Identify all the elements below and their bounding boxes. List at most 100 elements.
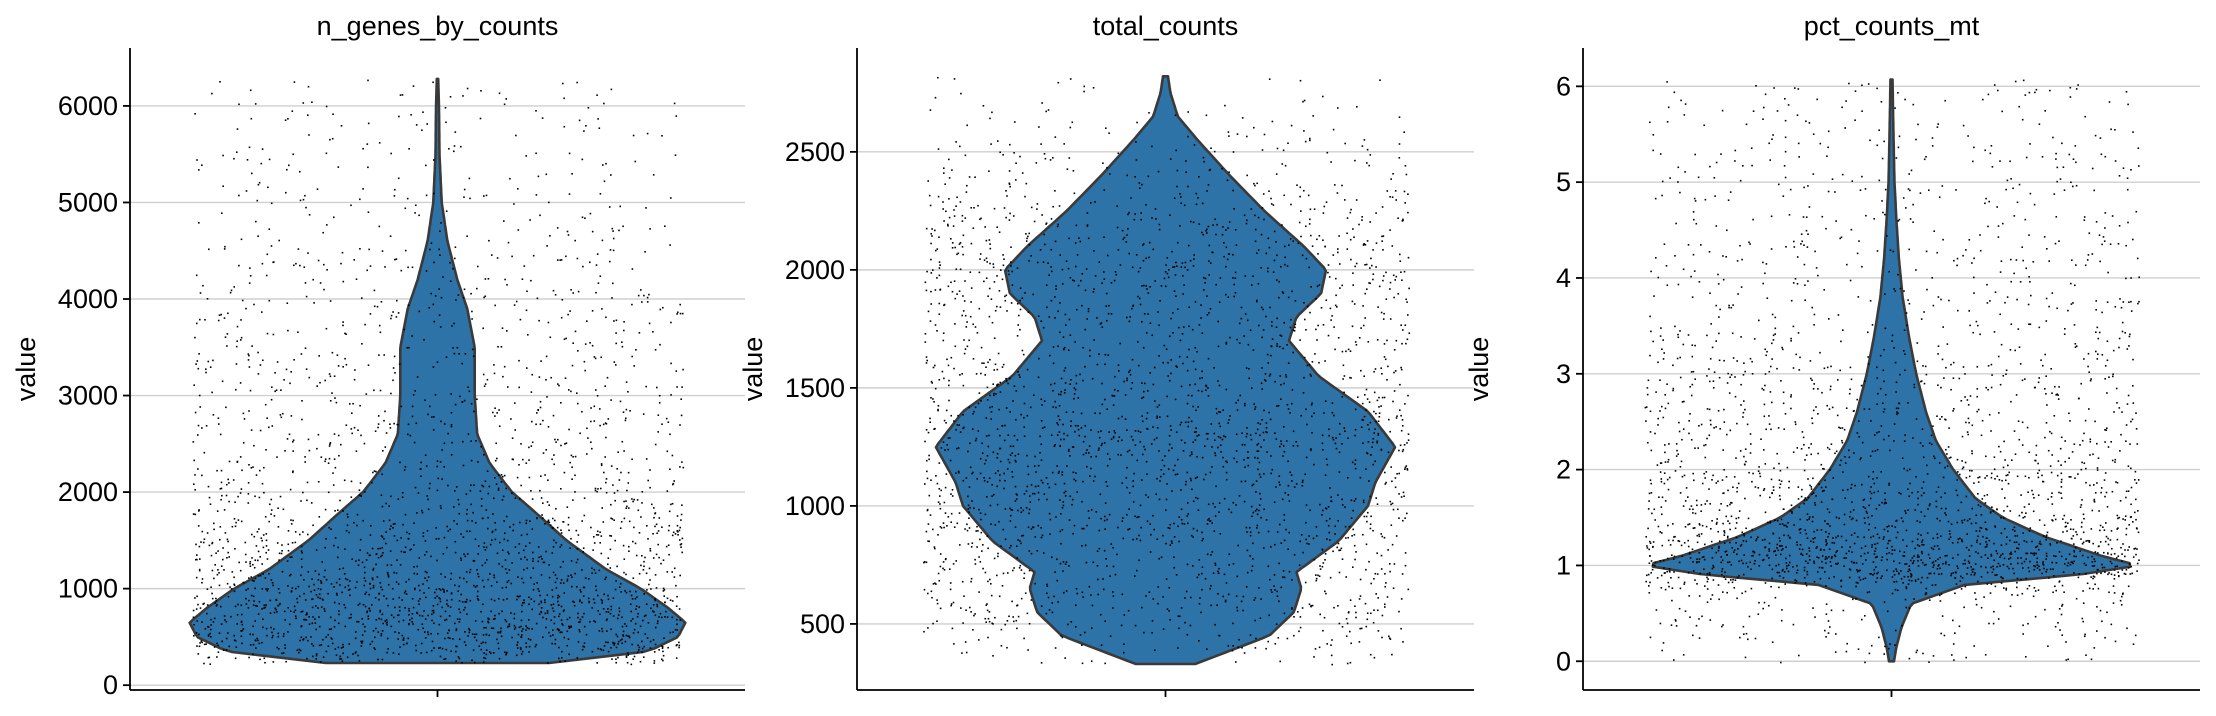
- data-point: [1291, 402, 1293, 405]
- data-point: [494, 415, 496, 417]
- data-point: [1271, 468, 1274, 471]
- data-point: [1162, 473, 1165, 475]
- data-point: [210, 586, 212, 588]
- data-point: [538, 613, 541, 615]
- data-point: [1332, 438, 1335, 441]
- data-point: [571, 364, 574, 367]
- panel-title: n_genes_by_counts: [317, 11, 559, 41]
- data-point: [927, 180, 929, 182]
- data-point: [931, 596, 933, 599]
- data-point: [507, 626, 509, 628]
- data-point: [1075, 588, 1078, 590]
- data-point: [955, 141, 957, 143]
- data-point: [1201, 531, 1203, 534]
- data-point: [1192, 405, 1194, 408]
- data-point: [1289, 238, 1292, 240]
- data-point: [1204, 473, 1207, 476]
- data-point: [1174, 274, 1177, 276]
- data-point: [245, 597, 247, 600]
- data-point: [513, 617, 516, 620]
- data-point: [560, 544, 563, 546]
- data-point: [1190, 220, 1192, 223]
- data-point: [257, 559, 259, 562]
- data-point: [441, 478, 443, 480]
- data-point: [609, 249, 612, 251]
- data-point: [1118, 370, 1120, 372]
- data-point: [574, 474, 576, 477]
- data-point: [974, 439, 977, 442]
- data-point: [318, 644, 321, 647]
- data-point: [948, 399, 950, 402]
- data-point: [477, 573, 479, 575]
- data-point: [249, 389, 252, 392]
- data-point: [414, 390, 416, 392]
- data-point: [314, 605, 317, 607]
- data-point: [1265, 422, 1268, 424]
- data-point: [581, 520, 583, 522]
- data-point: [336, 354, 339, 356]
- data-point: [1152, 383, 1155, 386]
- data-point: [977, 430, 980, 432]
- data-point: [1147, 496, 1150, 499]
- data-point: [346, 578, 349, 581]
- data-point: [969, 606, 971, 609]
- data-point: [616, 468, 618, 470]
- data-point: [1187, 111, 1189, 113]
- data-point: [972, 358, 975, 360]
- data-point: [1347, 536, 1349, 539]
- data-point: [653, 611, 655, 613]
- data-point: [940, 489, 942, 492]
- data-point: [1023, 416, 1025, 419]
- data-point: [927, 592, 929, 595]
- data-point: [1106, 167, 1108, 169]
- data-point: [925, 561, 928, 564]
- data-point: [673, 102, 676, 105]
- data-point: [1195, 496, 1197, 499]
- data-point: [555, 541, 557, 544]
- data-point: [1283, 514, 1286, 516]
- data-point: [1015, 390, 1018, 392]
- data-point: [996, 226, 998, 228]
- data-point: [662, 559, 665, 561]
- data-point: [1130, 387, 1133, 390]
- data-point: [220, 481, 223, 484]
- data-point: [387, 575, 390, 577]
- data-point: [637, 631, 639, 634]
- data-point: [934, 547, 936, 550]
- data-point: [528, 645, 531, 648]
- data-point: [327, 462, 330, 464]
- data-point: [566, 630, 569, 633]
- data-point: [460, 145, 462, 148]
- data-point: [1090, 467, 1092, 470]
- data-point: [1027, 473, 1030, 476]
- data-point: [271, 386, 273, 388]
- data-point: [631, 268, 634, 270]
- data-point: [1030, 484, 1033, 486]
- data-point: [666, 571, 669, 573]
- data-point: [1010, 302, 1013, 304]
- data-point: [483, 657, 485, 659]
- data-point: [194, 336, 196, 339]
- data-point: [1262, 431, 1265, 434]
- data-point: [296, 597, 298, 600]
- data-point: [509, 526, 511, 528]
- data-point: [949, 582, 952, 584]
- data-point: [658, 402, 661, 404]
- data-point: [1349, 630, 1351, 633]
- data-point: [248, 464, 250, 466]
- data-point: [376, 305, 379, 308]
- data-point: [1080, 412, 1083, 415]
- data-point: [474, 522, 477, 524]
- data-point: [962, 253, 964, 256]
- data-point: [283, 633, 285, 635]
- data-point: [1194, 439, 1197, 441]
- data-point: [1148, 591, 1151, 593]
- data-point: [394, 631, 396, 633]
- data-point: [950, 512, 953, 515]
- data-point: [368, 607, 370, 610]
- data-point: [387, 573, 389, 576]
- data-point: [1373, 656, 1376, 659]
- data-point: [365, 591, 368, 594]
- data-point: [477, 590, 479, 593]
